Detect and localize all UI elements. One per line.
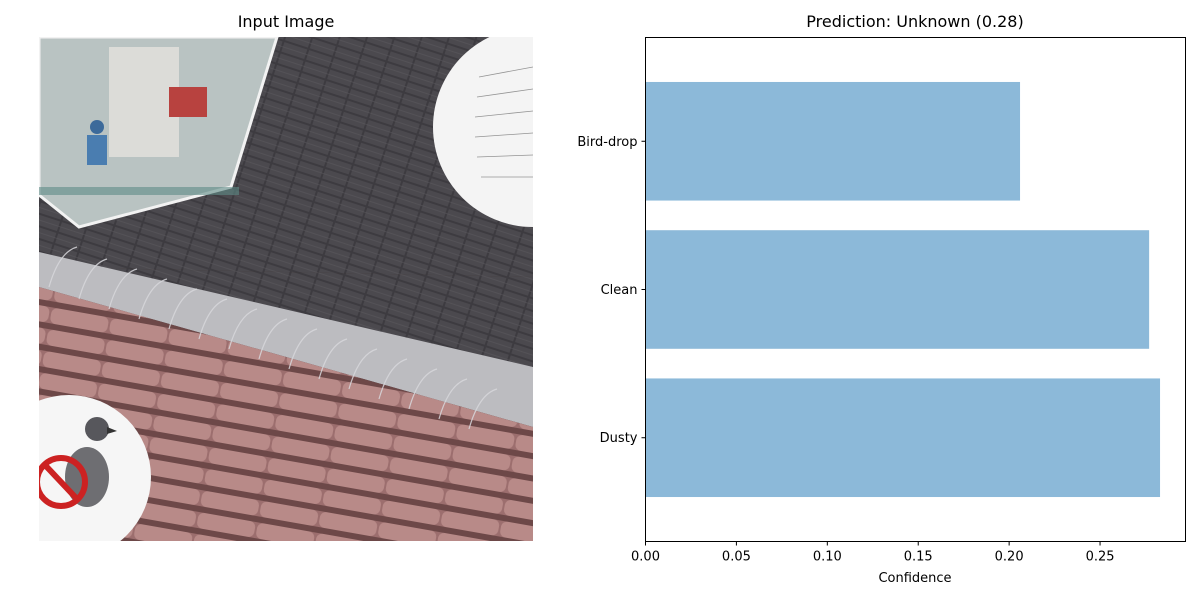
x-ticks: 0.00 0.05 0.10 0.15 0.20 0.25 (631, 541, 1115, 565)
x-tick-label: 0.15 (904, 550, 933, 565)
y-ticks: Bird-drop Clean Dusty (577, 135, 646, 446)
x-tick-label: 0.00 (631, 550, 660, 565)
input-image-title: Input Image (237, 12, 335, 31)
x-axis-label: Confidence (878, 571, 951, 586)
chart-title: Prediction: Unknown (0.28) (806, 12, 1024, 31)
bar-bird-drop (645, 81, 1021, 201)
x-tick-label: 0.20 (995, 550, 1024, 565)
y-tick-label: Bird-drop (577, 135, 637, 150)
x-tick-label: 0.10 (813, 550, 842, 565)
y-tick-label: Clean (601, 283, 638, 298)
bar-dusty (645, 378, 1161, 498)
x-tick-label: 0.05 (722, 550, 751, 565)
y-tick-label: Dusty (600, 431, 638, 446)
x-tick-label: 0.25 (1086, 550, 1115, 565)
input-photo (39, 37, 533, 541)
bar-clean (645, 230, 1150, 349)
bars-layer (645, 81, 1161, 498)
